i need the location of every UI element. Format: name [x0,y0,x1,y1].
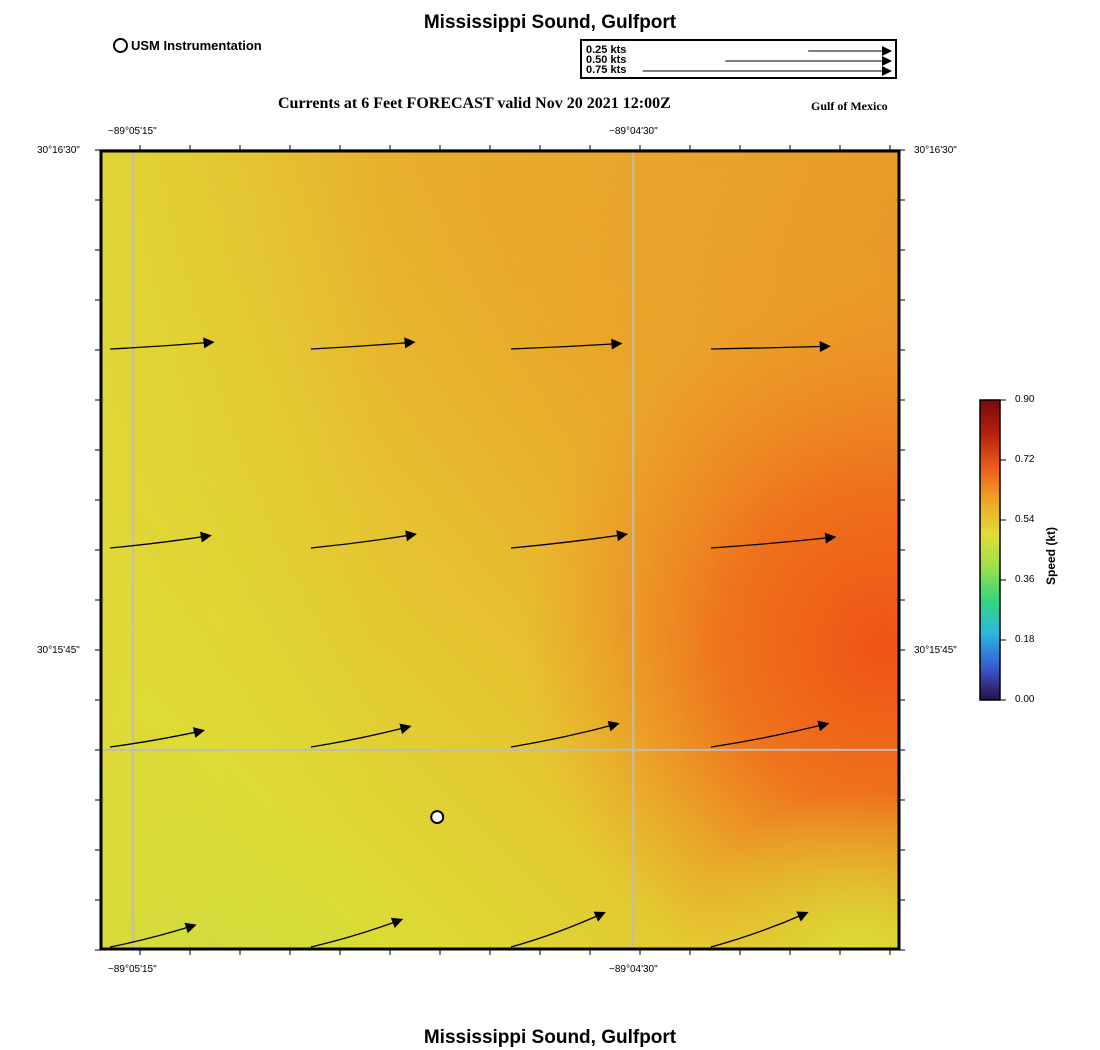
colorbar [979,399,1006,701]
current-arrow-r3-c2 [510,911,606,948]
current-arrow-r1-c3 [710,532,837,549]
map-frame [95,145,905,955]
colorbar-ramp [979,399,1001,701]
current-arrow-r2-c1 [310,723,412,748]
station-layer [430,810,445,825]
station-marker[interactable] [430,810,445,825]
current-arrow-r1-c1 [310,530,417,549]
speed-scale-label-025: 0.25 kts [586,44,627,56]
map-title-bottom: Mississippi Sound, Gulfport [423,1027,677,1048]
current-arrow-r0-c3 [710,341,831,353]
station-legend: USM Instrumentation [113,38,262,53]
lat-label-right-south: 30°15'45" [914,645,957,656]
colorbar-labels: 0.00 0.18 0.36 0.54 0.72 0.90 [1015,394,1055,705]
colorbar-tick-label-5: 0.90 [1015,394,1035,405]
speed-field-southeast [100,150,900,950]
current-arrow-r2-c3 [710,720,830,748]
current-arrow-r0-c0 [109,337,215,350]
speed-scale-label-075: 0.75 kts [586,64,627,76]
current-arrow-r0-c2 [510,338,623,350]
colorbar-tick-label-3: 0.54 [1015,514,1035,525]
lat-label-right-north: 30°16'30" [914,145,957,156]
station-legend-label: USM Instrumentation [131,38,262,53]
lat-label-left-south: 30°15'45" [37,645,80,656]
lat-label-left-north: 30°16'30" [37,145,80,156]
colorbar-title: Speed (kt) [1044,526,1058,585]
map-border [99,149,901,951]
map-title: Mississippi Sound, Gulfport [423,12,677,33]
forecast-subtitle: Currents at 6 Feet FORECAST valid Nov 20… [278,95,671,112]
current-arrow-r2-c0 [109,727,205,748]
current-arrow-r3-c1 [310,917,404,948]
colorbar-tick-label-4: 0.72 [1015,454,1035,465]
speed-scale-legend: 0.25 kts 0.50 kts 0.75 kts [580,39,897,79]
current-arrow-r1-c0 [109,531,212,549]
colorbar-tick-label-1: 0.18 [1015,634,1035,645]
current-arrow-r0-c1 [310,337,416,350]
region-label: Gulf of Mexico [811,99,888,113]
circle-marker-icon [113,38,128,53]
lon-label-top-east: −89°04'30" [609,126,658,137]
colorbar-tick-label-0: 0.00 [1015,694,1035,705]
lon-label-bottom-west: −89°05'15" [108,964,157,975]
speed-scale-labels: 0.25 kts 0.50 kts 0.75 kts [586,44,627,76]
speed-scale-arrows [642,46,892,76]
current-arrow-r1-c2 [510,530,629,549]
lon-label-bottom-east: −89°04'30" [609,964,658,975]
current-arrows [109,337,837,948]
current-arrow-r2-c2 [510,720,620,748]
current-arrow-r3-c0 [109,922,197,948]
colorbar-tick-label-2: 0.36 [1015,574,1035,585]
current-speed-map[interactable] [95,145,905,955]
lon-label-top-west: −89°05'15" [108,126,157,137]
current-arrow-r3-c3 [710,911,809,948]
speed-scale-label-050: 0.50 kts [586,54,627,66]
